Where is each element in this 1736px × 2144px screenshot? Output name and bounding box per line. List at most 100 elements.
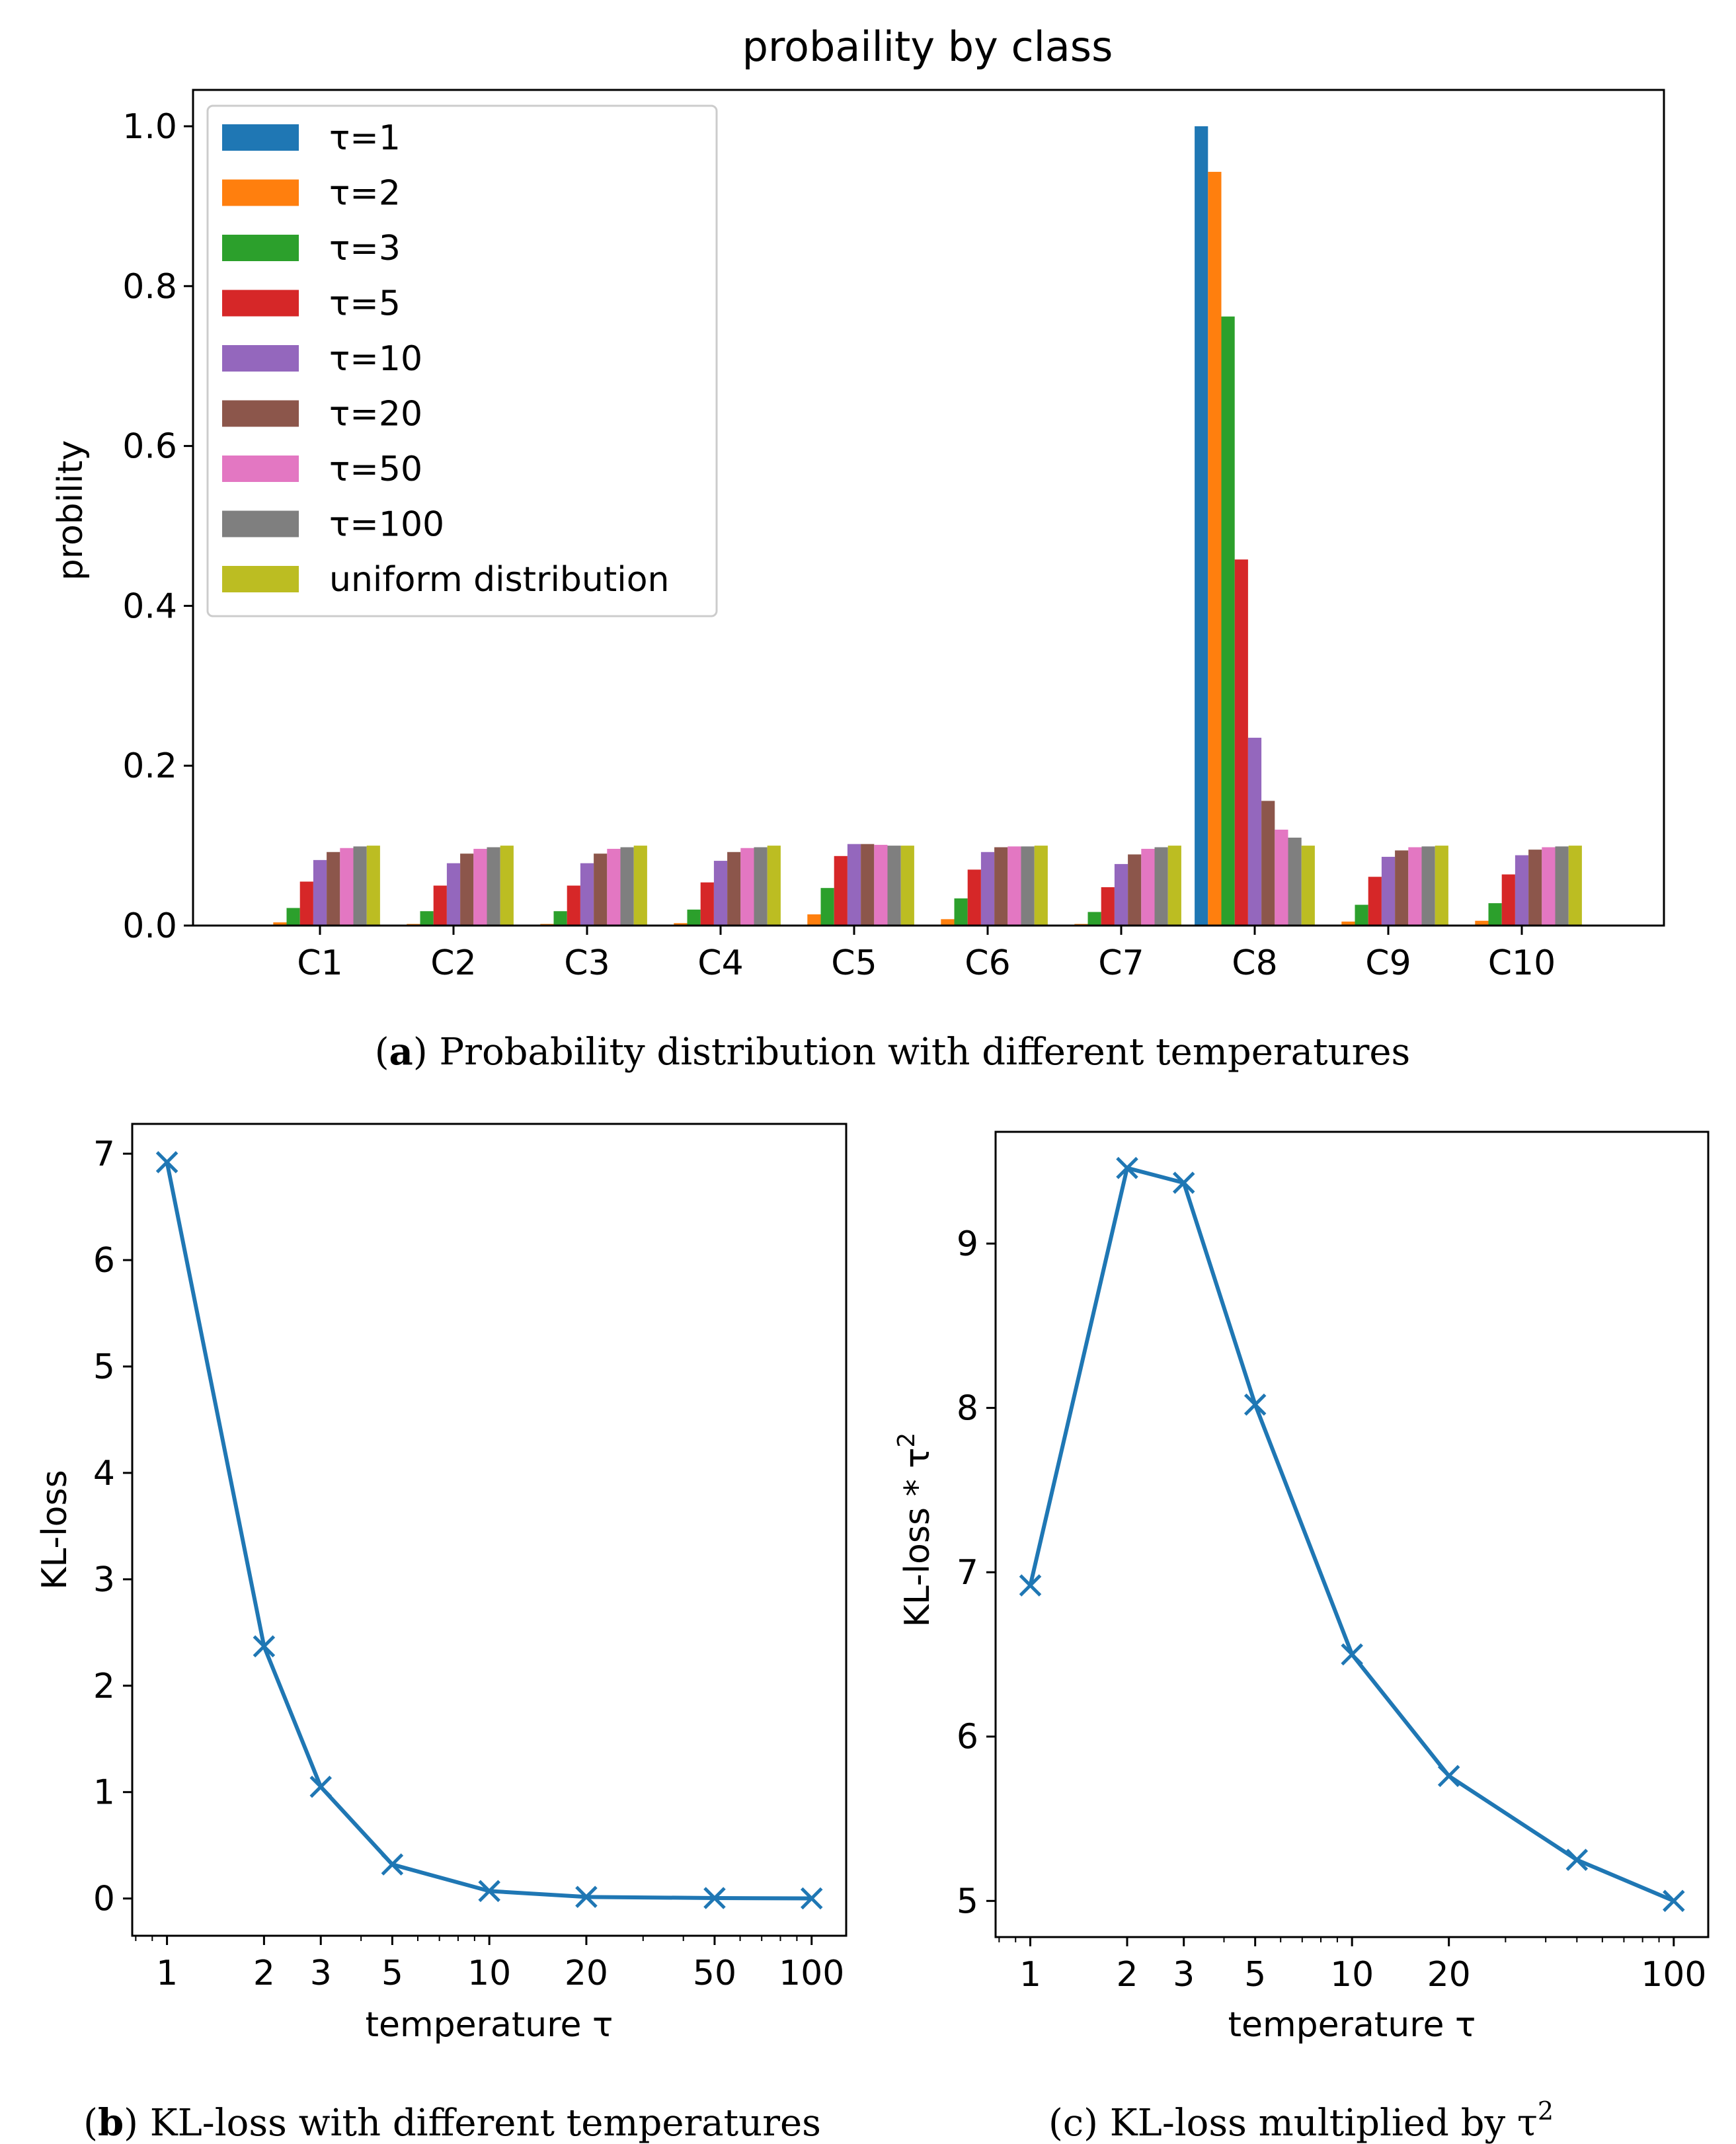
x-tick-label: C1 [297, 943, 342, 983]
bar-c6-series-6 [1007, 846, 1021, 926]
caption-a-letter: a [389, 1030, 413, 1074]
bar-c4-series-2 [687, 909, 701, 926]
bar-c8-series-7 [1288, 838, 1302, 926]
bar-c3-series-4 [580, 863, 594, 926]
y-tick-label: 4 [93, 1454, 115, 1493]
chart-c-series-line [1028, 1166, 1675, 1903]
bar-c10-series-1 [1475, 920, 1489, 926]
legend-box [206, 104, 718, 617]
bar-c2-series-4 [446, 863, 461, 926]
bar-c6-series-2 [954, 898, 968, 926]
chart-b-series-line [165, 1162, 812, 1901]
chart-c-frame [994, 1131, 1710, 1938]
bar-c10-series-2 [1488, 903, 1502, 926]
bar-c8-series-8 [1301, 846, 1315, 926]
data-point-marker [1341, 1643, 1363, 1666]
legend-label: τ=2 [329, 174, 401, 214]
caption-c-text: (c) KL-loss multiplied by τ [1048, 2102, 1538, 2144]
legend-swatch [222, 566, 299, 592]
legend-swatch [222, 345, 299, 372]
bar-c7-series-8 [1167, 846, 1181, 926]
bar-c4-series-4 [713, 861, 728, 926]
bar-c5-series-8 [900, 846, 914, 926]
bar-c1-series-7 [353, 846, 367, 926]
bar-c5-series-4 [847, 844, 861, 926]
x-tick-label: 20 [565, 1954, 608, 1993]
bar-c10-series-7 [1555, 846, 1569, 926]
bar-c5-series-5 [861, 844, 875, 926]
data-point-marker [155, 1151, 178, 1173]
chart-a-title: probaility by class [742, 22, 1113, 71]
bar-c3-series-5 [594, 854, 608, 926]
bar-c9-series-7 [1421, 846, 1435, 926]
bar-c1-series-3 [299, 881, 313, 926]
caption-c-sup: 2 [1538, 2096, 1554, 2125]
chart-c-ylabel-text: KL-loss * τ [898, 1448, 937, 1628]
y-tick-label: 0 [93, 1880, 115, 1919]
bar-c5-series-3 [834, 855, 848, 926]
bar-c10-series-4 [1515, 855, 1529, 926]
data-point-marker [381, 1853, 404, 1876]
bar-c4-series-3 [700, 882, 714, 926]
y-tick-label: 6 [93, 1241, 115, 1281]
data-point-marker [800, 1887, 823, 1910]
bar-c9-series-5 [1395, 850, 1409, 926]
bar-c8-series-2 [1221, 316, 1235, 926]
data-point-marker [575, 1886, 598, 1909]
legend-label: τ=5 [329, 284, 401, 324]
bar-c7-series-2 [1087, 912, 1101, 926]
y-tick-label: 1.0 [122, 107, 177, 147]
data-point-marker [309, 1775, 333, 1798]
bar-c7-series-6 [1141, 848, 1155, 926]
x-tick-label: 1 [1019, 1955, 1041, 1995]
bar-c2-series-6 [473, 848, 487, 926]
x-tick-label: 10 [1330, 1955, 1374, 1995]
x-tick-label: C10 [1488, 943, 1556, 983]
bar-c9-series-8 [1435, 846, 1448, 926]
chart-b-ylabel: KL-loss [35, 1470, 75, 1589]
caption-b: (b) KL-loss with different temperatures [83, 2101, 821, 2144]
y-tick-label: 7 [93, 1134, 115, 1174]
bar-c2-series-8 [500, 846, 514, 926]
bar-c8-series-1 [1208, 171, 1222, 926]
y-tick-label: 0.8 [122, 267, 177, 307]
legend-swatch [222, 290, 299, 317]
bar-c6-series-5 [994, 847, 1008, 926]
bar-c4-series-5 [727, 852, 741, 926]
x-tick-label: 3 [1173, 1955, 1195, 1995]
bar-c3-series-3 [567, 885, 580, 926]
x-tick-label: 100 [1641, 1955, 1706, 1995]
chart-b-xlabel: temperature τ [366, 2005, 613, 2045]
bar-c4-series-7 [754, 847, 768, 926]
x-tick-label: 10 [467, 1954, 511, 1993]
bar-c7-series-7 [1154, 847, 1168, 926]
data-point-marker [1243, 1393, 1267, 1416]
data-point-marker [1663, 1889, 1685, 1913]
legend-label: τ=10 [329, 339, 422, 379]
bar-c10-series-5 [1528, 850, 1542, 926]
bar-c1-series-6 [340, 848, 354, 926]
bar-c8-series-3 [1234, 559, 1248, 926]
bar-c2-series-2 [420, 911, 434, 926]
caption-a-text: ) Probability distribution with differen… [413, 1031, 1410, 1074]
bar-c10-series-8 [1568, 846, 1582, 926]
data-point-marker [1565, 1848, 1589, 1871]
legend-swatch [222, 179, 299, 206]
legend-label: τ=50 [329, 450, 422, 489]
bar-c9-series-1 [1341, 921, 1355, 926]
caption-a: (a) Probability distribution with differ… [375, 1030, 1411, 1074]
bar-c10-series-3 [1501, 874, 1515, 926]
bar-c9-series-3 [1368, 877, 1382, 926]
chart-c-xlabel: temperature τ [1228, 2005, 1476, 2045]
data-point-marker [478, 1880, 500, 1903]
bar-c3-series-2 [553, 911, 567, 926]
bar-c3-series-6 [607, 848, 621, 926]
legend-swatch [222, 400, 299, 427]
x-tick-label: C8 [1232, 943, 1277, 983]
y-tick-label: 2 [93, 1667, 115, 1706]
data-point-marker [1019, 1574, 1042, 1597]
x-tick-label: 3 [310, 1954, 332, 1993]
x-tick-label: 50 [693, 1954, 736, 1993]
y-tick-label: 0.2 [122, 746, 177, 786]
